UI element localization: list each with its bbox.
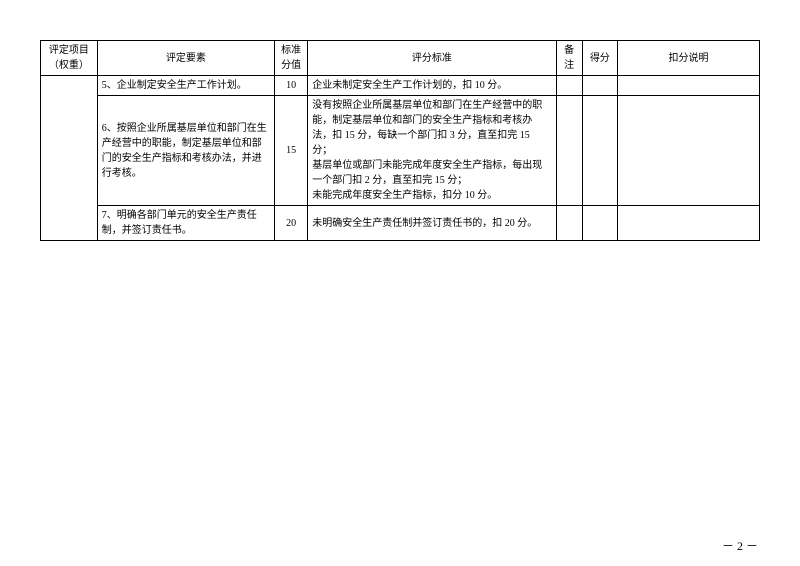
table-row: 6、按照企业所属基层单位和部门在生产经营中的职能，制定基层单位和部门的安全生产指… — [41, 96, 760, 206]
cell-reason — [618, 206, 760, 241]
cell-project — [41, 76, 98, 241]
cell-note — [556, 76, 582, 96]
page-number: － 2 － — [722, 537, 758, 554]
header-project: 评定项目（权重） — [41, 41, 98, 76]
table-row: 7、明确各部门单元的安全生产责任制，并签订责任书。 20 未明确安全生产责任制并… — [41, 206, 760, 241]
header-got: 得分 — [582, 41, 617, 76]
cell-note — [556, 206, 582, 241]
cell-reason — [618, 96, 760, 206]
evaluation-table: 评定项目（权重） 评定要素 标准分值 评分标准 备注 得分 扣分说明 5、企业制… — [40, 40, 760, 241]
cell-got — [582, 96, 617, 206]
header-element: 评定要素 — [97, 41, 274, 76]
cell-score: 15 — [275, 96, 308, 206]
cell-element: 5、企业制定安全生产工作计划。 — [97, 76, 274, 96]
header-note: 备注 — [556, 41, 582, 76]
cell-element: 7、明确各部门单元的安全生产责任制，并签订责任书。 — [97, 206, 274, 241]
table-header-row: 评定项目（权重） 评定要素 标准分值 评分标准 备注 得分 扣分说明 — [41, 41, 760, 76]
cell-score: 10 — [275, 76, 308, 96]
table-row: 5、企业制定安全生产工作计划。 10 企业未制定安全生产工作计划的，扣 10 分… — [41, 76, 760, 96]
cell-note — [556, 96, 582, 206]
cell-criteria: 企业未制定安全生产工作计划的，扣 10 分。 — [308, 76, 556, 96]
cell-score: 20 — [275, 206, 308, 241]
cell-got — [582, 76, 617, 96]
header-criteria: 评分标准 — [308, 41, 556, 76]
cell-criteria: 未明确安全生产责任制并签订责任书的，扣 20 分。 — [308, 206, 556, 241]
cell-reason — [618, 76, 760, 96]
cell-got — [582, 206, 617, 241]
cell-criteria: 没有按照企业所属基层单位和部门在生产经营中的职能，制定基层单位和部门的安全生产指… — [308, 96, 556, 206]
cell-element: 6、按照企业所属基层单位和部门在生产经营中的职能，制定基层单位和部门的安全生产指… — [97, 96, 274, 206]
header-score: 标准分值 — [275, 41, 308, 76]
header-reason: 扣分说明 — [618, 41, 760, 76]
